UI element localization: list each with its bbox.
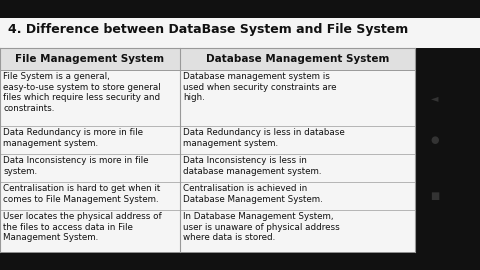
Text: In Database Management System,
user is unaware of physical address
where data is: In Database Management System, user is u… (183, 212, 340, 242)
Text: Data Inconsistency is less in
database management system.: Data Inconsistency is less in database m… (183, 156, 322, 176)
Text: ◄: ◄ (431, 93, 439, 103)
Bar (0, 48, 415, 252)
Text: Database management system is
used when security constraints are
high.: Database management system is used when … (183, 72, 336, 103)
Bar (0, 18, 480, 48)
Text: File Management System: File Management System (15, 54, 165, 64)
Text: Database Management System: Database Management System (206, 54, 389, 64)
Bar (0, 48, 415, 70)
Text: Data Redundancy is less in database
management system.: Data Redundancy is less in database mana… (183, 128, 345, 148)
Text: Data Redundancy is more in file
management system.: Data Redundancy is more in file manageme… (3, 128, 143, 148)
Text: 4. Difference between DataBase System and File System: 4. Difference between DataBase System an… (8, 23, 408, 36)
Bar (0, 252, 480, 270)
Bar (0, 0, 480, 18)
Text: User locates the physical address of
the files to access data in File
Management: User locates the physical address of the… (3, 212, 162, 242)
Text: File System is a general,
easy-to-use system to store general
files which requir: File System is a general, easy-to-use sy… (3, 72, 161, 113)
Text: ●: ● (431, 135, 439, 145)
Text: Centralisation is achieved in
Database Management System.: Centralisation is achieved in Database M… (183, 184, 323, 204)
Text: ■: ■ (431, 191, 440, 201)
Text: Centralisation is hard to get when it
comes to File Management System.: Centralisation is hard to get when it co… (3, 184, 160, 204)
Text: Data Inconsistency is more in file
system.: Data Inconsistency is more in file syste… (3, 156, 148, 176)
